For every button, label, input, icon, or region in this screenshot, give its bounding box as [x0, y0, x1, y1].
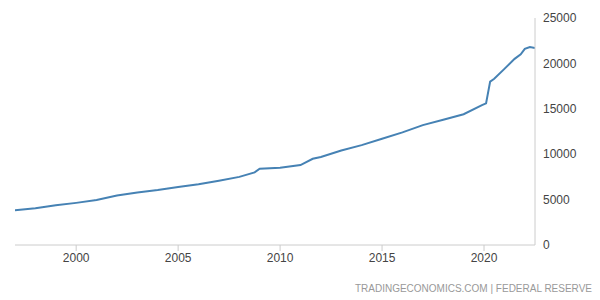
html-text:TRADINGECONOMICS.COM | FEDERAL: TRADINGECONOMICS.COM | FEDERAL RESERVE	[354, 283, 592, 294]
svg-text:20000: 20000	[543, 57, 577, 71]
svg-text:2010: 2010	[267, 251, 294, 265]
svg-text:15000: 15000	[543, 102, 577, 116]
svg-text:25000: 25000	[543, 11, 577, 25]
svg-text:2015: 2015	[369, 251, 396, 265]
svg-text:10000: 10000	[543, 147, 577, 161]
svg-text:2020: 2020	[471, 251, 498, 265]
svg-text:0: 0	[543, 238, 550, 252]
svg-text:5000: 5000	[543, 193, 570, 207]
svg-text:2000: 2000	[63, 251, 90, 265]
svg-text:2005: 2005	[165, 251, 192, 265]
